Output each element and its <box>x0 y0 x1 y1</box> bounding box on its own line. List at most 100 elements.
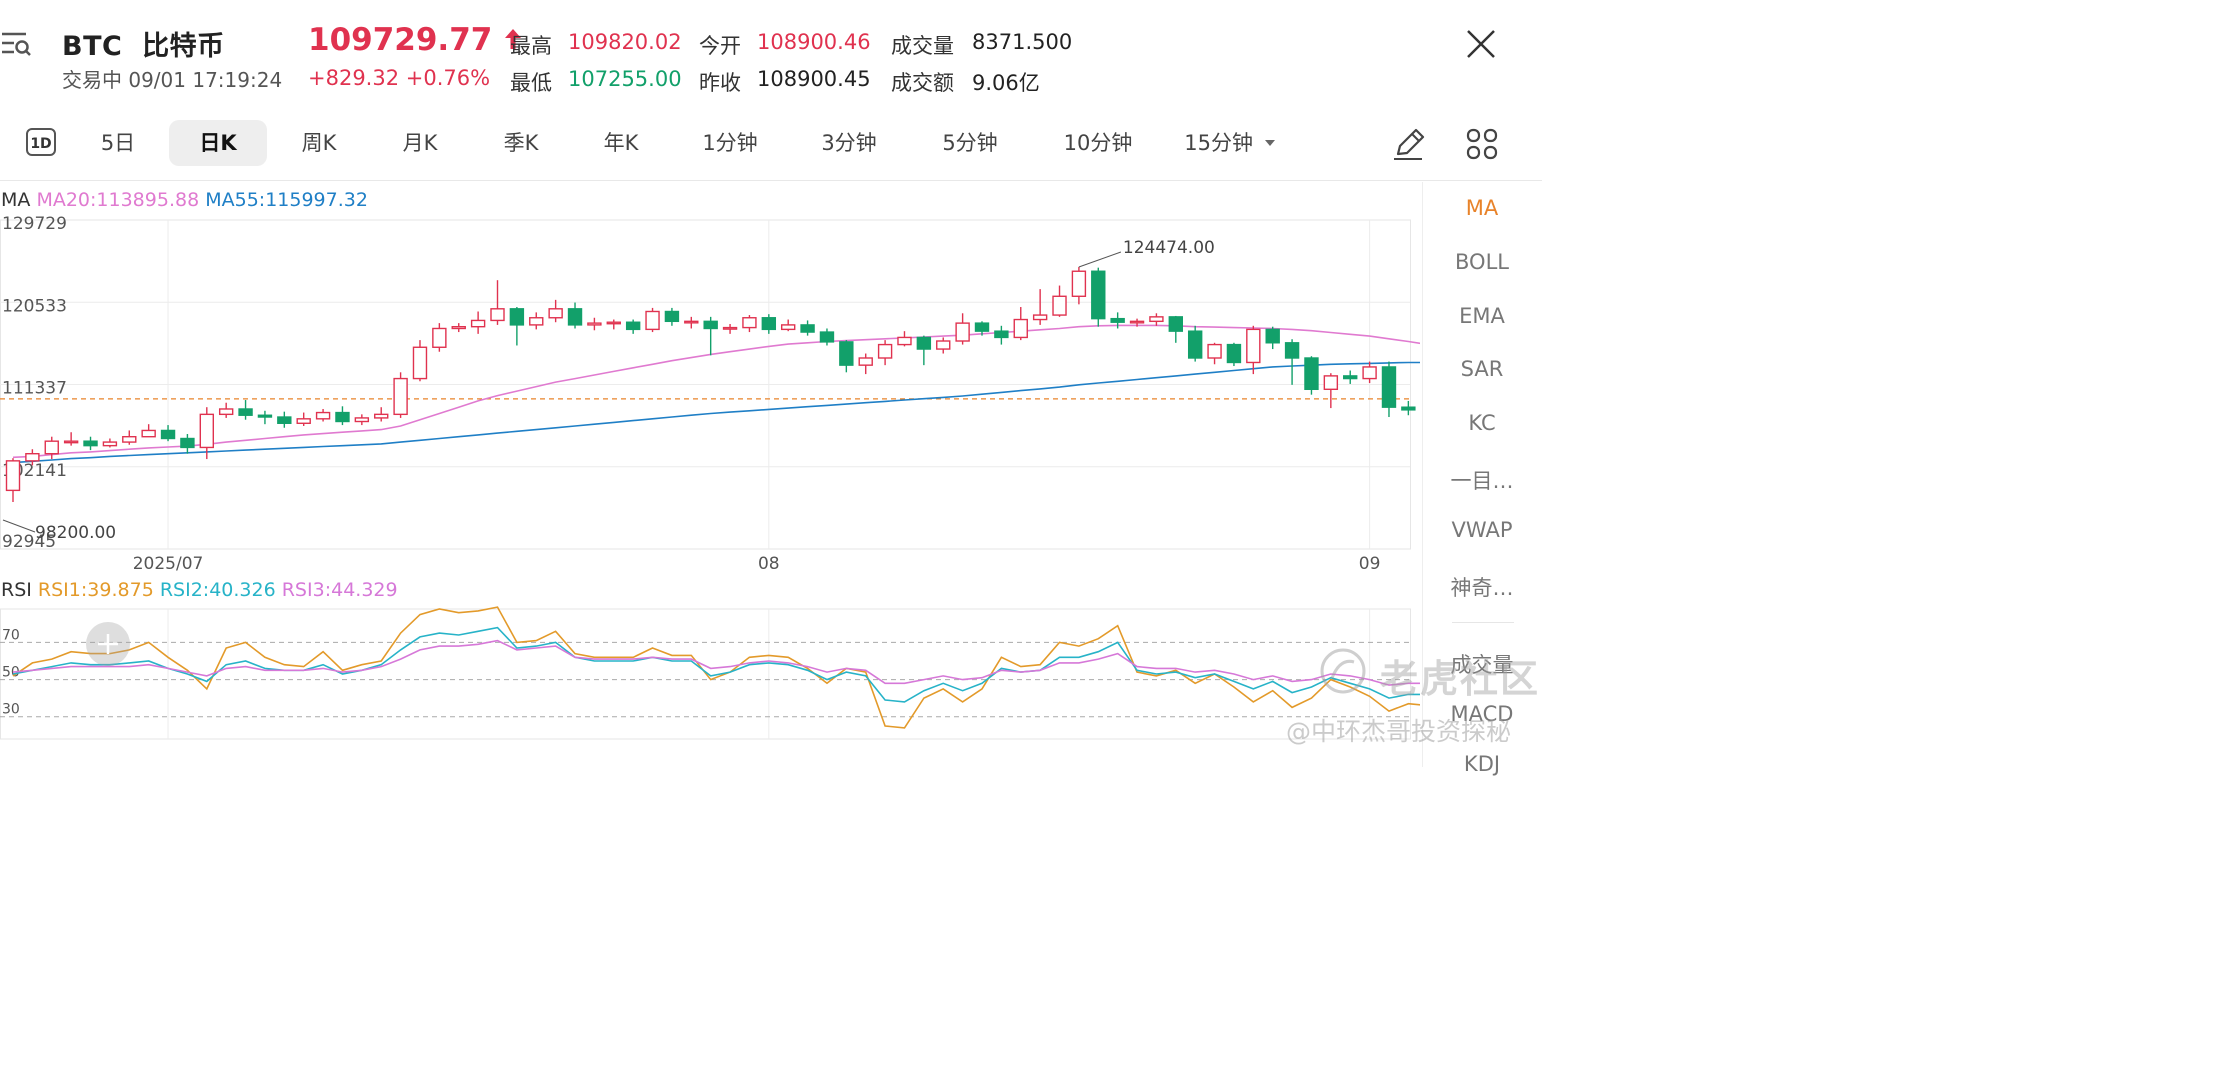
tab-year-k[interactable]: 年K <box>603 131 639 155</box>
candle-body <box>625 321 641 331</box>
menu-icon[interactable] <box>0 30 32 60</box>
rsi-chart[interactable]: 70 50 30 <box>0 603 1420 745</box>
pencil-icon[interactable] <box>1392 127 1426 161</box>
grid-layout-icon[interactable] <box>1466 128 1498 160</box>
candle-body <box>819 331 835 343</box>
tab-day-k[interactable]: 日K <box>169 120 267 166</box>
candle-body <box>218 408 234 416</box>
candle-up <box>451 323 466 333</box>
candle-body <box>1207 343 1222 359</box>
candle-body <box>141 429 156 438</box>
tab-month-k[interactable]: 月K <box>402 131 438 155</box>
tab-3-min[interactable]: 3分钟 <box>821 131 877 155</box>
candle-up <box>296 412 311 426</box>
candle-body <box>761 317 777 331</box>
candle-up <box>645 307 660 333</box>
trading-status: 交易中 09/01 17:19:24 <box>62 68 283 92</box>
candle-body <box>199 413 215 449</box>
candle-body <box>897 336 912 346</box>
tab-week-k[interactable]: 周K <box>301 131 337 155</box>
candle-body <box>160 429 176 440</box>
candle-up <box>122 430 137 445</box>
candle-down <box>800 320 815 336</box>
rsi2-legend-name: RSI2 <box>159 579 203 601</box>
candle-body <box>567 308 583 326</box>
rsi2-legend-value: 40.326 <box>209 579 276 601</box>
candle-body <box>1284 342 1300 359</box>
candle-down <box>277 411 292 428</box>
open-label: 今开 <box>699 34 741 58</box>
tab-1-min[interactable]: 1分钟 <box>702 131 758 155</box>
candle-down <box>1284 339 1300 385</box>
candle-body <box>1381 366 1397 408</box>
indicator-macd[interactable]: MACD <box>1450 702 1514 726</box>
indicator-vwap[interactable]: VWAP <box>1451 518 1513 542</box>
candle-up <box>199 407 215 460</box>
indicator-kc[interactable]: KC <box>1468 411 1496 435</box>
kline-x-tick-label: 08 <box>758 554 780 574</box>
candle-body <box>432 327 447 348</box>
close-icon[interactable] <box>1464 27 1498 61</box>
candle-body <box>277 416 292 424</box>
prev-close-label: 昨收 <box>699 71 741 95</box>
period-1d-button[interactable]: 1D <box>26 128 56 156</box>
ma55-legend-value: 115997.32 <box>265 189 368 211</box>
symbol-name: 比特币 <box>142 31 225 62</box>
candle-body <box>1013 318 1028 339</box>
indicator-sar[interactable]: SAR <box>1460 357 1504 381</box>
indicator-divider <box>1452 622 1514 623</box>
candle-up <box>141 424 156 438</box>
volume-label: 成交量 <box>891 34 954 58</box>
volume-value: 8371.500 <box>972 30 1073 54</box>
candle-up <box>44 436 59 460</box>
rsi-y-tick-label: 30 <box>2 702 20 718</box>
candle-down <box>1304 356 1319 395</box>
candle-up <box>781 319 796 332</box>
ma55-legend-name: MA55 <box>205 189 259 211</box>
indicator-magic[interactable]: 神奇… <box>1450 576 1514 600</box>
candle-down <box>839 340 854 373</box>
amount-value: 9.06亿 <box>972 71 1040 95</box>
candle-down <box>1265 326 1280 350</box>
candle-body <box>470 319 486 328</box>
tab-5-day[interactable]: 5日 <box>100 131 136 155</box>
candle-body <box>936 340 951 350</box>
ma20-legend: MA20:113895.88 <box>36 189 200 211</box>
rsi-plot-frame <box>0 608 1411 740</box>
tab-15-min[interactable]: 15分钟 <box>1182 120 1278 166</box>
candle-down <box>664 307 680 326</box>
kline-y-tick-label: 120533 <box>2 296 67 316</box>
candle-up <box>412 340 428 382</box>
tab-5-min[interactable]: 5分钟 <box>942 131 998 155</box>
candle-up <box>218 402 234 418</box>
indicator-boll[interactable]: BOLL <box>1455 250 1509 274</box>
tab-10-min[interactable]: 10分钟 <box>1063 131 1133 155</box>
candle-up <box>858 353 873 375</box>
indicator-kdj[interactable]: KDJ <box>1463 752 1501 776</box>
kline-y-tick-label: 111337 <box>2 379 67 399</box>
candle-body <box>858 357 873 366</box>
candle-down <box>1187 325 1203 362</box>
tab-quarter-k[interactable]: 季K <box>503 131 539 155</box>
divider <box>0 180 1542 181</box>
candle-up <box>1207 342 1222 365</box>
candle-body <box>1401 406 1416 411</box>
candle-up <box>1246 325 1261 375</box>
indicator-ema[interactable]: EMA <box>1459 304 1505 328</box>
candle-body <box>994 330 1009 339</box>
indicator-ma[interactable]: MA <box>1465 196 1499 220</box>
candle-up <box>432 323 447 352</box>
candle-body <box>742 317 757 329</box>
indicator-volume[interactable]: 成交量 <box>1450 653 1514 677</box>
candle-body <box>257 414 273 418</box>
open-value: 108900.46 <box>757 30 871 54</box>
candle-down <box>1401 400 1416 416</box>
candle-up <box>315 408 331 422</box>
ma55-line <box>12 361 1420 464</box>
add-overlay-button[interactable] <box>86 622 130 666</box>
candle-up <box>1052 285 1067 317</box>
arrow-up-icon <box>505 29 522 49</box>
candle-body <box>1246 328 1261 364</box>
indicator-ichimoku[interactable]: 一目… <box>1450 469 1514 493</box>
